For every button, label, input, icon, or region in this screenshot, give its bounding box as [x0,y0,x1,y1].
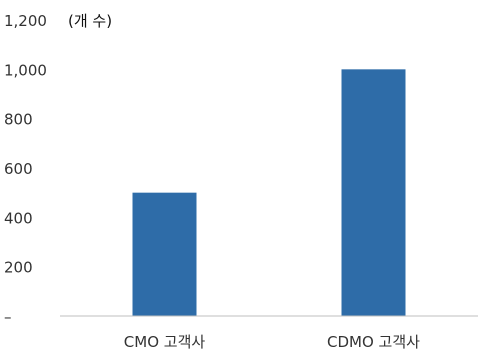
y-tick-label: 1,000 [4,61,47,79]
y-tick-label: 400 [4,209,33,227]
x-category-label: CDMO 고객사 [327,333,420,351]
y-tick-label: 1,200 [4,12,47,30]
y-tick-label: 800 [4,111,33,129]
y-tick-label: 600 [4,160,33,178]
y-tick-label: – [4,308,12,326]
bar [132,192,197,316]
bar [341,69,406,316]
x-category-label: CMO 고객사 [124,333,206,351]
y-tick-label: 200 [4,259,33,277]
x-axis-labels: CMO 고객사 CDMO 고객사 [124,333,420,351]
y-axis-unit-label: (개 수) [68,12,112,30]
bars [132,69,406,316]
y-axis-ticks: – 200 400 600 800 1,000 1,200 [4,12,47,326]
